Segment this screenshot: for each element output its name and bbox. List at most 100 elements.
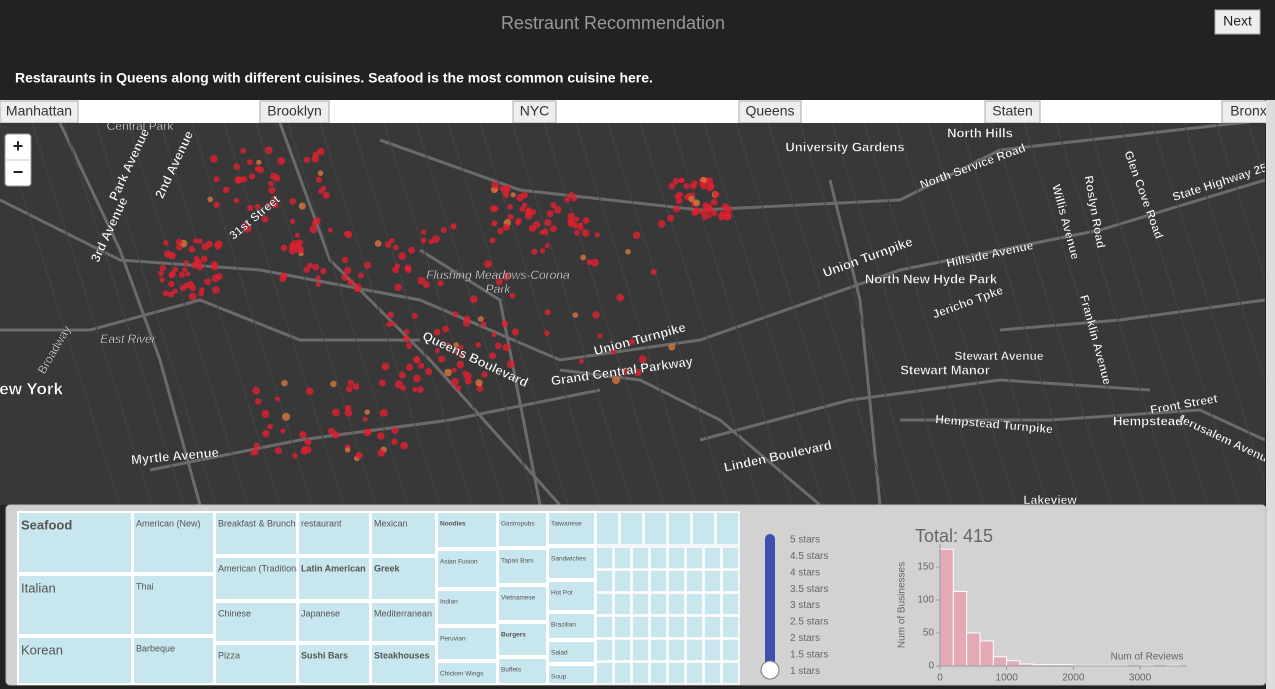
treemap-cell[interactable] bbox=[17, 636, 133, 685]
treemap-label[interactable]: Thai bbox=[136, 581, 154, 591]
treemap-cell[interactable] bbox=[685, 592, 704, 616]
treemap-label[interactable]: restaurant bbox=[301, 518, 342, 528]
treemap-label[interactable]: American (Traditional) bbox=[218, 563, 306, 573]
treemap-cell[interactable] bbox=[703, 546, 722, 570]
treemap-label[interactable]: Mexican bbox=[374, 518, 408, 528]
treemap-cell[interactable] bbox=[436, 549, 498, 589]
treemap-label[interactable]: Greek bbox=[374, 563, 401, 573]
treemap-cell[interactable] bbox=[613, 638, 632, 662]
treemap-cell[interactable] bbox=[547, 580, 596, 612]
treemap-cell[interactable] bbox=[685, 638, 704, 662]
treemap-cell[interactable] bbox=[547, 612, 596, 640]
treemap-cell[interactable] bbox=[595, 661, 614, 685]
tab-label[interactable]: Bronx bbox=[1230, 103, 1267, 119]
treemap-cell[interactable] bbox=[619, 511, 644, 546]
treemap-label[interactable]: Soup bbox=[551, 674, 567, 681]
treemap-cell[interactable] bbox=[649, 569, 668, 593]
treemap-label[interactable]: Peruvian bbox=[440, 636, 466, 643]
treemap-label[interactable]: Pizza bbox=[218, 650, 240, 660]
treemap-cell[interactable] bbox=[214, 601, 298, 643]
treemap-cell[interactable] bbox=[613, 569, 632, 593]
next-button-label[interactable]: Next bbox=[1223, 13, 1252, 29]
treemap-cell[interactable] bbox=[703, 661, 722, 685]
treemap-cell[interactable] bbox=[703, 569, 722, 593]
treemap-label[interactable]: Chinese bbox=[218, 608, 251, 618]
treemap-label[interactable]: Vietnamese bbox=[501, 595, 536, 602]
treemap-label[interactable]: Indian bbox=[440, 599, 458, 606]
treemap-cell[interactable] bbox=[370, 511, 437, 556]
treemap-cell[interactable] bbox=[721, 661, 740, 685]
treemap-label[interactable]: American (New) bbox=[136, 518, 201, 528]
zoom-in[interactable]: + bbox=[13, 136, 24, 156]
treemap-cell[interactable] bbox=[631, 661, 650, 685]
tab-label[interactable]: Staten bbox=[992, 103, 1032, 119]
treemap-label[interactable]: Gastropubs bbox=[501, 521, 535, 528]
treemap-cell[interactable] bbox=[17, 574, 133, 636]
slider-handle[interactable] bbox=[760, 660, 780, 680]
treemap-cell[interactable] bbox=[703, 638, 722, 662]
treemap-label[interactable]: Italian bbox=[21, 580, 56, 595]
treemap-cell[interactable] bbox=[497, 622, 548, 657]
treemap-cell[interactable] bbox=[685, 546, 704, 570]
treemap-label[interactable]: Asian Fusion bbox=[440, 559, 478, 566]
treemap-label[interactable]: Steakhouses bbox=[374, 650, 430, 660]
treemap-cell[interactable] bbox=[667, 638, 686, 662]
treemap-label[interactable]: Tapas Bars bbox=[501, 558, 534, 565]
treemap-label[interactable]: Buffets bbox=[501, 667, 522, 674]
treemap-cell[interactable] bbox=[643, 511, 668, 546]
treemap-cell[interactable] bbox=[547, 640, 596, 664]
treemap-label[interactable]: Japanese bbox=[301, 608, 340, 618]
treemap-cell[interactable] bbox=[691, 511, 716, 546]
treemap-cell[interactable] bbox=[613, 615, 632, 639]
treemap-cell[interactable] bbox=[595, 546, 614, 570]
treemap-cell[interactable] bbox=[547, 664, 596, 685]
treemap-cell[interactable] bbox=[631, 638, 650, 662]
treemap-cell[interactable] bbox=[715, 511, 740, 546]
treemap-cell[interactable] bbox=[547, 546, 596, 580]
treemap-cell[interactable] bbox=[685, 661, 704, 685]
treemap-label[interactable]: Taiwanese bbox=[551, 521, 582, 528]
treemap-label[interactable]: Hot Pot bbox=[551, 590, 573, 597]
treemap-cell[interactable] bbox=[497, 548, 548, 585]
treemap-cell[interactable] bbox=[132, 574, 215, 636]
treemap-cell[interactable] bbox=[497, 657, 548, 685]
treemap-cell[interactable] bbox=[297, 556, 371, 601]
slider-track[interactable] bbox=[765, 534, 775, 672]
treemap-cell[interactable] bbox=[685, 569, 704, 593]
treemap-cell[interactable] bbox=[721, 592, 740, 616]
tab-label[interactable]: Queens bbox=[745, 103, 794, 119]
treemap-label[interactable]: Mediterranean bbox=[374, 608, 432, 618]
treemap-cell[interactable] bbox=[214, 511, 298, 556]
treemap-cell[interactable] bbox=[649, 546, 668, 570]
next-button[interactable] bbox=[1214, 9, 1261, 35]
treemap-cell[interactable] bbox=[613, 592, 632, 616]
treemap-cell[interactable] bbox=[721, 569, 740, 593]
treemap-cell[interactable] bbox=[595, 569, 614, 593]
treemap-cell[interactable] bbox=[497, 511, 548, 548]
treemap-cell[interactable] bbox=[667, 511, 692, 546]
treemap-cell[interactable] bbox=[649, 638, 668, 662]
treemap-cell[interactable] bbox=[595, 592, 614, 616]
treemap-cell[interactable] bbox=[631, 592, 650, 616]
treemap-cell[interactable] bbox=[613, 661, 632, 685]
treemap-cell[interactable] bbox=[436, 589, 498, 626]
treemap-label[interactable]: Sandwiches bbox=[551, 556, 587, 563]
treemap-label[interactable]: Salad bbox=[551, 650, 568, 657]
treemap-cell[interactable] bbox=[497, 585, 548, 622]
treemap-cell[interactable] bbox=[667, 546, 686, 570]
treemap-cell[interactable] bbox=[649, 615, 668, 639]
treemap-cell[interactable] bbox=[685, 615, 704, 639]
treemap-cell[interactable] bbox=[595, 615, 614, 639]
treemap-cell[interactable] bbox=[631, 569, 650, 593]
treemap-cell[interactable] bbox=[649, 592, 668, 616]
treemap-cell[interactable] bbox=[649, 661, 668, 685]
treemap-cell[interactable] bbox=[17, 511, 133, 574]
treemap-label[interactable]: Breakfast & Brunch bbox=[218, 518, 296, 528]
zoom-out[interactable]: − bbox=[13, 162, 24, 182]
treemap-cell[interactable] bbox=[631, 546, 650, 570]
treemap-label[interactable]: Noodles bbox=[440, 521, 466, 528]
treemap-cell[interactable] bbox=[721, 638, 740, 662]
treemap-label[interactable]: Brazilian bbox=[551, 622, 576, 629]
treemap-cell[interactable] bbox=[631, 615, 650, 639]
treemap-cell[interactable] bbox=[547, 511, 596, 546]
